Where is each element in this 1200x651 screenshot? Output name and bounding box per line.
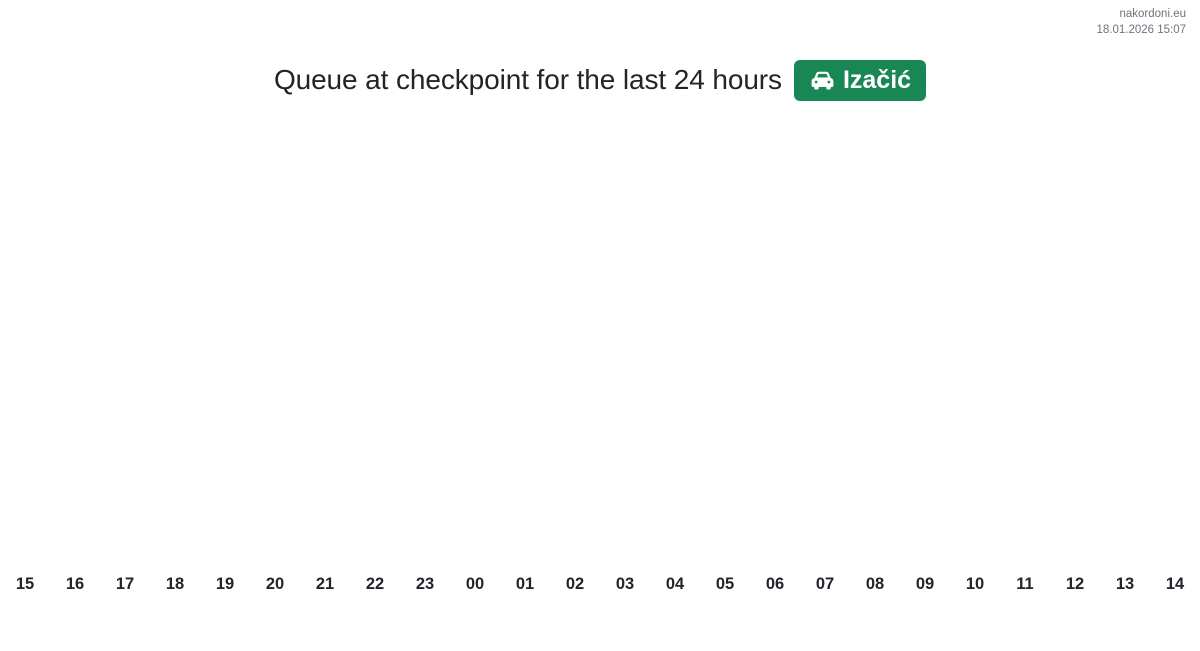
- x-tick-slot: 04: [650, 575, 700, 594]
- x-tick-slot: 03: [600, 575, 650, 594]
- x-tick-label: 21: [315, 574, 335, 593]
- bar-slot: [200, 108, 250, 566]
- x-tick-slot: 23: [400, 575, 450, 594]
- x-tick-label: 05: [715, 574, 735, 593]
- bar-slot: [600, 108, 650, 566]
- bar-slot: [850, 108, 900, 566]
- bar-slot: [100, 108, 150, 566]
- x-tick-slot: 09: [900, 575, 950, 594]
- bar-slot: [550, 108, 600, 566]
- x-tick-slot: 16: [50, 575, 100, 594]
- x-tick-slot: 12: [1050, 575, 1100, 594]
- bar-slot: [450, 108, 500, 566]
- x-tick-label: 09: [915, 574, 935, 593]
- x-axis-labels: 15 16 17 18 19 20 21 22 23 00 01 02 03 04 05 06 07 08 09 10…: [0, 571, 1200, 597]
- bar-slot: [150, 108, 200, 566]
- page-title: Queue at checkpoint for the last 24 hour…: [273, 64, 782, 95]
- x-tick-label: 02: [565, 574, 585, 593]
- bar-slot: [650, 108, 700, 566]
- x-tick-label: 16: [65, 574, 85, 593]
- x-tick-label: 23: [415, 574, 435, 593]
- x-tick-slot: 07: [800, 575, 850, 594]
- bar-slot: [800, 108, 850, 566]
- bar-series: [0, 108, 1200, 566]
- x-tick-label: 03: [615, 574, 635, 593]
- x-tick-label: 07: [815, 574, 835, 593]
- x-tick-label: 18: [165, 574, 185, 593]
- bar-slot: [250, 108, 300, 566]
- x-tick-label: 17: [115, 574, 135, 593]
- car-front-icon: [811, 71, 834, 89]
- x-tick-slot: 00: [450, 575, 500, 594]
- bar-slot: [350, 108, 400, 566]
- x-tick-slot: 11: [1000, 575, 1050, 594]
- bar-slot: [1050, 108, 1100, 566]
- bar-slot: [950, 108, 1000, 566]
- x-tick-slot: 06: [750, 575, 800, 594]
- chart-plot-area: [0, 108, 1200, 566]
- bar-slot: [1100, 108, 1150, 566]
- x-tick-label: 08: [865, 574, 885, 593]
- bar-slot: [300, 108, 350, 566]
- x-tick-label: 22: [365, 574, 385, 593]
- x-tick-slot: 20: [250, 575, 300, 594]
- bar-slot: [0, 108, 50, 566]
- x-tick-label: 01: [515, 574, 535, 593]
- bar-slot: [700, 108, 750, 566]
- site-meta: nakordoni.eu 18.01.2026 15:07: [1096, 6, 1186, 39]
- bar-slot: [1150, 108, 1200, 566]
- x-tick-label: 13: [1115, 574, 1135, 593]
- x-tick-slot: 19: [200, 575, 250, 594]
- crossing-selector-badge[interactable]: Izačić: [793, 59, 927, 101]
- x-tick-label: 15: [15, 574, 35, 593]
- x-tick-slot: 13: [1100, 575, 1150, 594]
- x-tick-label: 14: [1165, 574, 1185, 593]
- x-tick-label: 19: [215, 574, 235, 593]
- x-tick-label: 11: [1016, 574, 1034, 593]
- bar-slot: [900, 108, 950, 566]
- x-tick-label: 12: [1065, 574, 1085, 593]
- bar-slot: [400, 108, 450, 566]
- x-tick-slot: 08: [850, 575, 900, 594]
- x-tick-slot: 21: [300, 575, 350, 594]
- x-tick-slot: 14: [1150, 575, 1200, 594]
- bar-slot: [500, 108, 550, 566]
- x-tick-label: 20: [265, 574, 285, 593]
- x-tick-label: 04: [665, 574, 685, 593]
- x-tick-slot: 05: [700, 575, 750, 594]
- x-tick-label: 06: [765, 574, 785, 593]
- x-tick-slot: 02: [550, 575, 600, 594]
- crossing-name-label: Izačić: [842, 65, 912, 94]
- bar-slot: [50, 108, 100, 566]
- report-timestamp: 18.01.2026 15:07: [1096, 24, 1186, 37]
- bar-slot: [750, 108, 800, 566]
- chart-header: Queue at checkpoint for the last 24 hour…: [0, 58, 1200, 102]
- x-tick-slot: 18: [150, 575, 200, 594]
- x-tick-slot: 15: [0, 575, 50, 594]
- x-tick-slot: 10: [950, 575, 1000, 594]
- x-tick-slot: 01: [500, 575, 550, 594]
- site-domain: nakordoni.eu: [1119, 8, 1187, 20]
- x-tick-label: 00: [465, 574, 485, 593]
- x-tick-label: 10: [965, 574, 985, 593]
- bar-slot: [1000, 108, 1050, 566]
- x-tick-slot: 17: [100, 575, 150, 594]
- x-tick-slot: 22: [350, 575, 400, 594]
